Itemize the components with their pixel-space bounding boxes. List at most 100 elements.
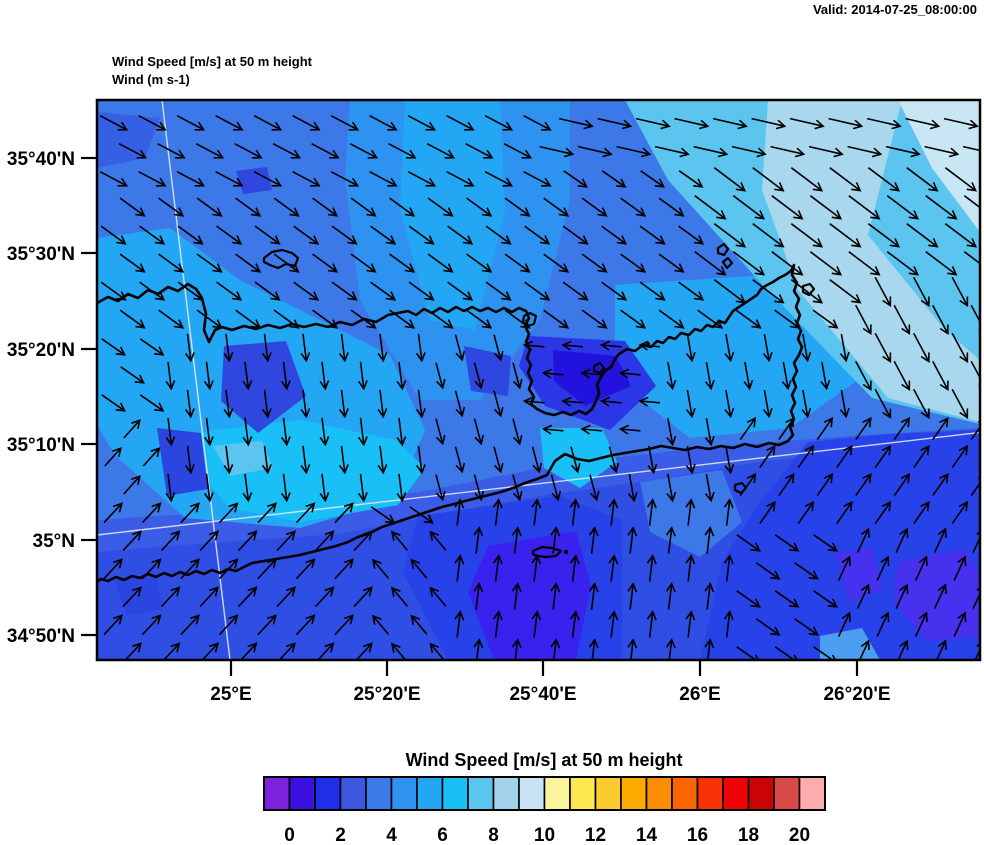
colorbar-cell <box>492 776 520 811</box>
wind-arrow <box>492 498 503 526</box>
wind-arrow <box>580 424 603 435</box>
wind-arrow <box>801 333 812 363</box>
wind-arrow <box>242 361 253 391</box>
wind-arrow <box>789 117 825 130</box>
wind-arrow <box>160 530 181 552</box>
graticule-meridian-25E <box>161 100 231 660</box>
wind-arrow <box>646 498 657 526</box>
wind-arrow <box>123 418 141 439</box>
wind-arrow <box>752 167 785 192</box>
wind-arrow <box>931 304 949 335</box>
wind-arrow <box>801 389 812 419</box>
valid-timestamp-label: Valid: 2014-07-25_08:00:00 <box>813 2 977 17</box>
wind-arrow <box>196 197 223 217</box>
wind-arrow <box>912 388 930 419</box>
wind-arrow <box>473 526 484 554</box>
wind-arrow <box>723 610 734 638</box>
wind-arrow <box>736 534 761 552</box>
wind-arrow <box>685 498 696 526</box>
wind-arrow <box>253 114 283 131</box>
wind-arrow <box>493 390 504 418</box>
dionysades-1 <box>716 242 730 257</box>
colorbar-tick-label: 16 <box>687 825 708 845</box>
wind-arrow <box>293 225 320 245</box>
wind-arrow <box>531 498 542 526</box>
wind-arrow <box>895 583 909 609</box>
wind-arrow <box>893 360 911 391</box>
wind-arrow <box>338 445 349 475</box>
lon-tick-label: 25°20'E <box>353 684 420 705</box>
wind-arrow <box>704 526 715 554</box>
wind-arrow <box>312 197 339 217</box>
wind-arrow <box>504 197 531 217</box>
wind-arrow <box>103 614 123 636</box>
wind-arrow <box>410 614 428 635</box>
wind-arrow <box>694 195 727 220</box>
wind-arrow <box>608 610 619 638</box>
wind-arrow <box>377 445 388 475</box>
ne-islet <box>801 282 816 297</box>
wind-arrow <box>492 610 503 638</box>
wind-arrow <box>195 142 225 159</box>
wind-arrow <box>886 195 920 220</box>
wind-arrow <box>925 251 958 276</box>
contour-region-ne-pale-band <box>762 100 980 422</box>
wind-arrow <box>874 444 892 469</box>
wind-arrow <box>558 117 594 130</box>
wind-arrow <box>620 309 647 329</box>
wind-arrow <box>123 474 141 495</box>
wind-arrow <box>933 583 947 609</box>
wind-arrow <box>223 333 234 363</box>
wind-arrow <box>427 253 454 273</box>
wind-arrow <box>658 253 685 273</box>
wind-arrow <box>319 361 330 391</box>
wind-arrow <box>562 281 589 301</box>
wind-arrow <box>813 590 838 608</box>
wind-arrow <box>589 474 600 502</box>
wind-arrow <box>809 251 843 276</box>
wind-arrow <box>539 145 575 158</box>
wind-arrow <box>261 333 272 363</box>
wind-arrow <box>165 361 176 391</box>
wind-arrow <box>272 142 302 159</box>
wind-arrow <box>854 304 872 335</box>
wind-arrow <box>543 197 570 217</box>
wind-arrow <box>139 394 165 412</box>
wind-arrow <box>524 225 551 245</box>
lat-tick-label: 35°20'N <box>7 340 75 361</box>
contour-region-left-mid-dark <box>157 428 208 496</box>
wind-arrow <box>199 586 219 608</box>
wind-arrow <box>216 281 243 301</box>
wind-arrow <box>276 586 296 608</box>
wind-arrow <box>808 145 844 158</box>
wind-arrow <box>511 582 522 610</box>
lat-tick-label: 35°10'N <box>7 435 75 456</box>
wind-arrow <box>755 618 781 636</box>
dionysades-2 <box>721 256 734 270</box>
wind-arrow <box>839 333 850 363</box>
wind-arrow <box>389 253 416 273</box>
wind-arrow <box>794 618 819 636</box>
colorbar-cell <box>416 776 444 811</box>
wind-arrow <box>165 473 176 503</box>
wind-arrow <box>485 281 512 301</box>
wind-arrow <box>618 424 641 435</box>
wind-arrow <box>338 333 349 363</box>
colorbar-tick-label: 6 <box>437 825 448 845</box>
wind-arrow <box>165 417 176 447</box>
wind-arrow <box>951 388 969 419</box>
wind-arrow <box>311 142 340 159</box>
wind-arrow <box>338 389 349 419</box>
wind-arrow <box>724 389 735 419</box>
colorbar-cell <box>441 776 469 811</box>
colorbar-cell <box>467 776 495 811</box>
wind-arrow <box>390 586 409 607</box>
wind-arrow <box>654 145 690 158</box>
wind-arrow <box>242 417 253 447</box>
wind-arrow <box>837 611 851 637</box>
wind-arrow <box>235 253 262 273</box>
wind-arrow <box>550 582 561 610</box>
wind-arrow <box>314 586 335 608</box>
wind-arrow <box>523 114 552 131</box>
wind-arrow <box>215 170 244 187</box>
